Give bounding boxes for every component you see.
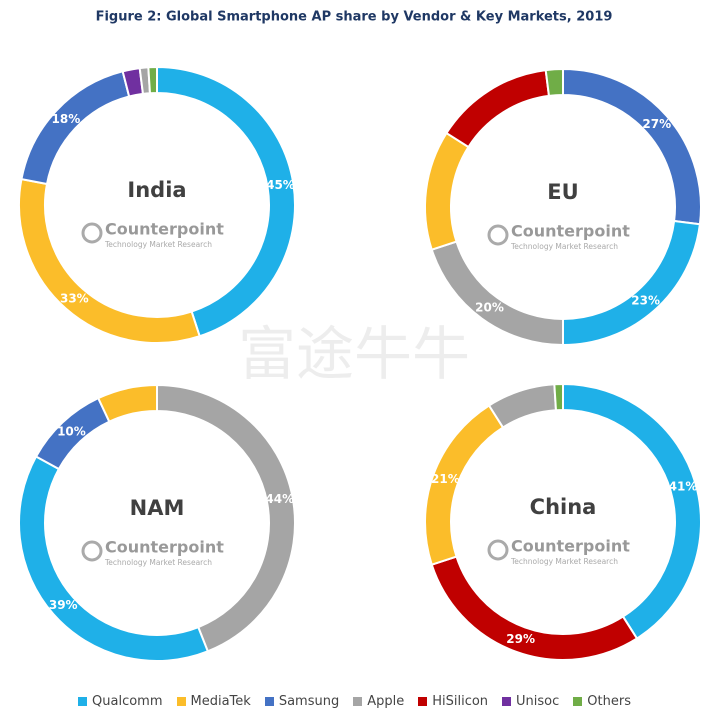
- legend-label: MediaTek: [190, 694, 251, 709]
- legend-label: Others: [587, 694, 631, 709]
- brand-name: Counterpoint: [511, 222, 630, 241]
- donut-title: NAM: [130, 496, 185, 520]
- legend-swatch: [176, 697, 186, 706]
- value-label: 33%: [60, 291, 89, 305]
- donut-slice: [18, 177, 201, 344]
- donut-slice: [147, 65, 158, 95]
- legend-item: Qualcomm: [78, 694, 163, 709]
- value-label: 45%: [266, 178, 295, 192]
- value-label: 44%: [265, 492, 294, 506]
- legend-swatch: [418, 697, 428, 706]
- legend-swatch: [78, 697, 88, 706]
- brand-icon: [81, 540, 103, 562]
- brand-tagline: Technology Market Research: [104, 558, 212, 567]
- legend-swatch: [264, 697, 274, 706]
- brand-tagline: Technology Market Research: [104, 240, 212, 249]
- donut-slice: [445, 68, 551, 149]
- watermark: 富途牛牛: [238, 320, 470, 388]
- legend-swatch: [573, 697, 583, 706]
- donut-slice: [553, 382, 564, 412]
- legend: Qualcomm MediaTek Samsung Apple HiSilicon Uni…: [0, 694, 709, 709]
- legend-label: Samsung: [278, 694, 340, 709]
- donut-slice: [424, 131, 470, 251]
- value-label: 41%: [669, 480, 698, 494]
- figure-title: Figure 2: Global Smartphone AP share by …: [96, 10, 613, 25]
- brand-tagline: Technology Market Research: [510, 242, 618, 251]
- brand-name: Counterpoint: [105, 220, 224, 239]
- legend-label: Apple: [367, 694, 405, 709]
- donut-slice: [562, 67, 702, 226]
- donut-title: China: [530, 495, 597, 519]
- brand-name: Counterpoint: [511, 537, 630, 556]
- brand-tagline: Technology Market Research: [510, 557, 618, 566]
- donut-slice: [20, 70, 131, 186]
- donut-slice: [96, 383, 158, 423]
- value-label: 29%: [506, 632, 535, 646]
- legend-label: Qualcomm: [92, 694, 163, 709]
- value-label: 27%: [642, 117, 671, 131]
- value-label: 18%: [52, 112, 81, 126]
- legend-item: Apple: [353, 694, 404, 709]
- legend-item: Others: [573, 694, 631, 709]
- legend-label: HiSilicon: [432, 694, 489, 709]
- donut-slice: [487, 383, 558, 429]
- value-label: 10%: [57, 424, 86, 438]
- legend-swatch: [502, 697, 512, 706]
- value-label: 39%: [49, 598, 78, 612]
- value-label: 23%: [631, 293, 660, 307]
- donut-title: India: [127, 178, 186, 202]
- brand-icon: [81, 222, 103, 244]
- brand-icon: [487, 224, 509, 246]
- brand-icon: [487, 539, 509, 561]
- donut-slice: [544, 67, 564, 98]
- brand-name: Counterpoint: [105, 538, 224, 557]
- donut-title: EU: [547, 180, 578, 204]
- legend-item: HiSilicon: [418, 694, 488, 709]
- value-label: 20%: [475, 301, 504, 315]
- legend-item: Samsung: [264, 694, 340, 709]
- legend-item: Unisoc: [502, 694, 559, 709]
- legend-label: Unisoc: [516, 694, 560, 709]
- legend-swatch: [353, 697, 363, 706]
- legend-item: MediaTek: [176, 694, 251, 709]
- value-label: 21%: [431, 472, 460, 486]
